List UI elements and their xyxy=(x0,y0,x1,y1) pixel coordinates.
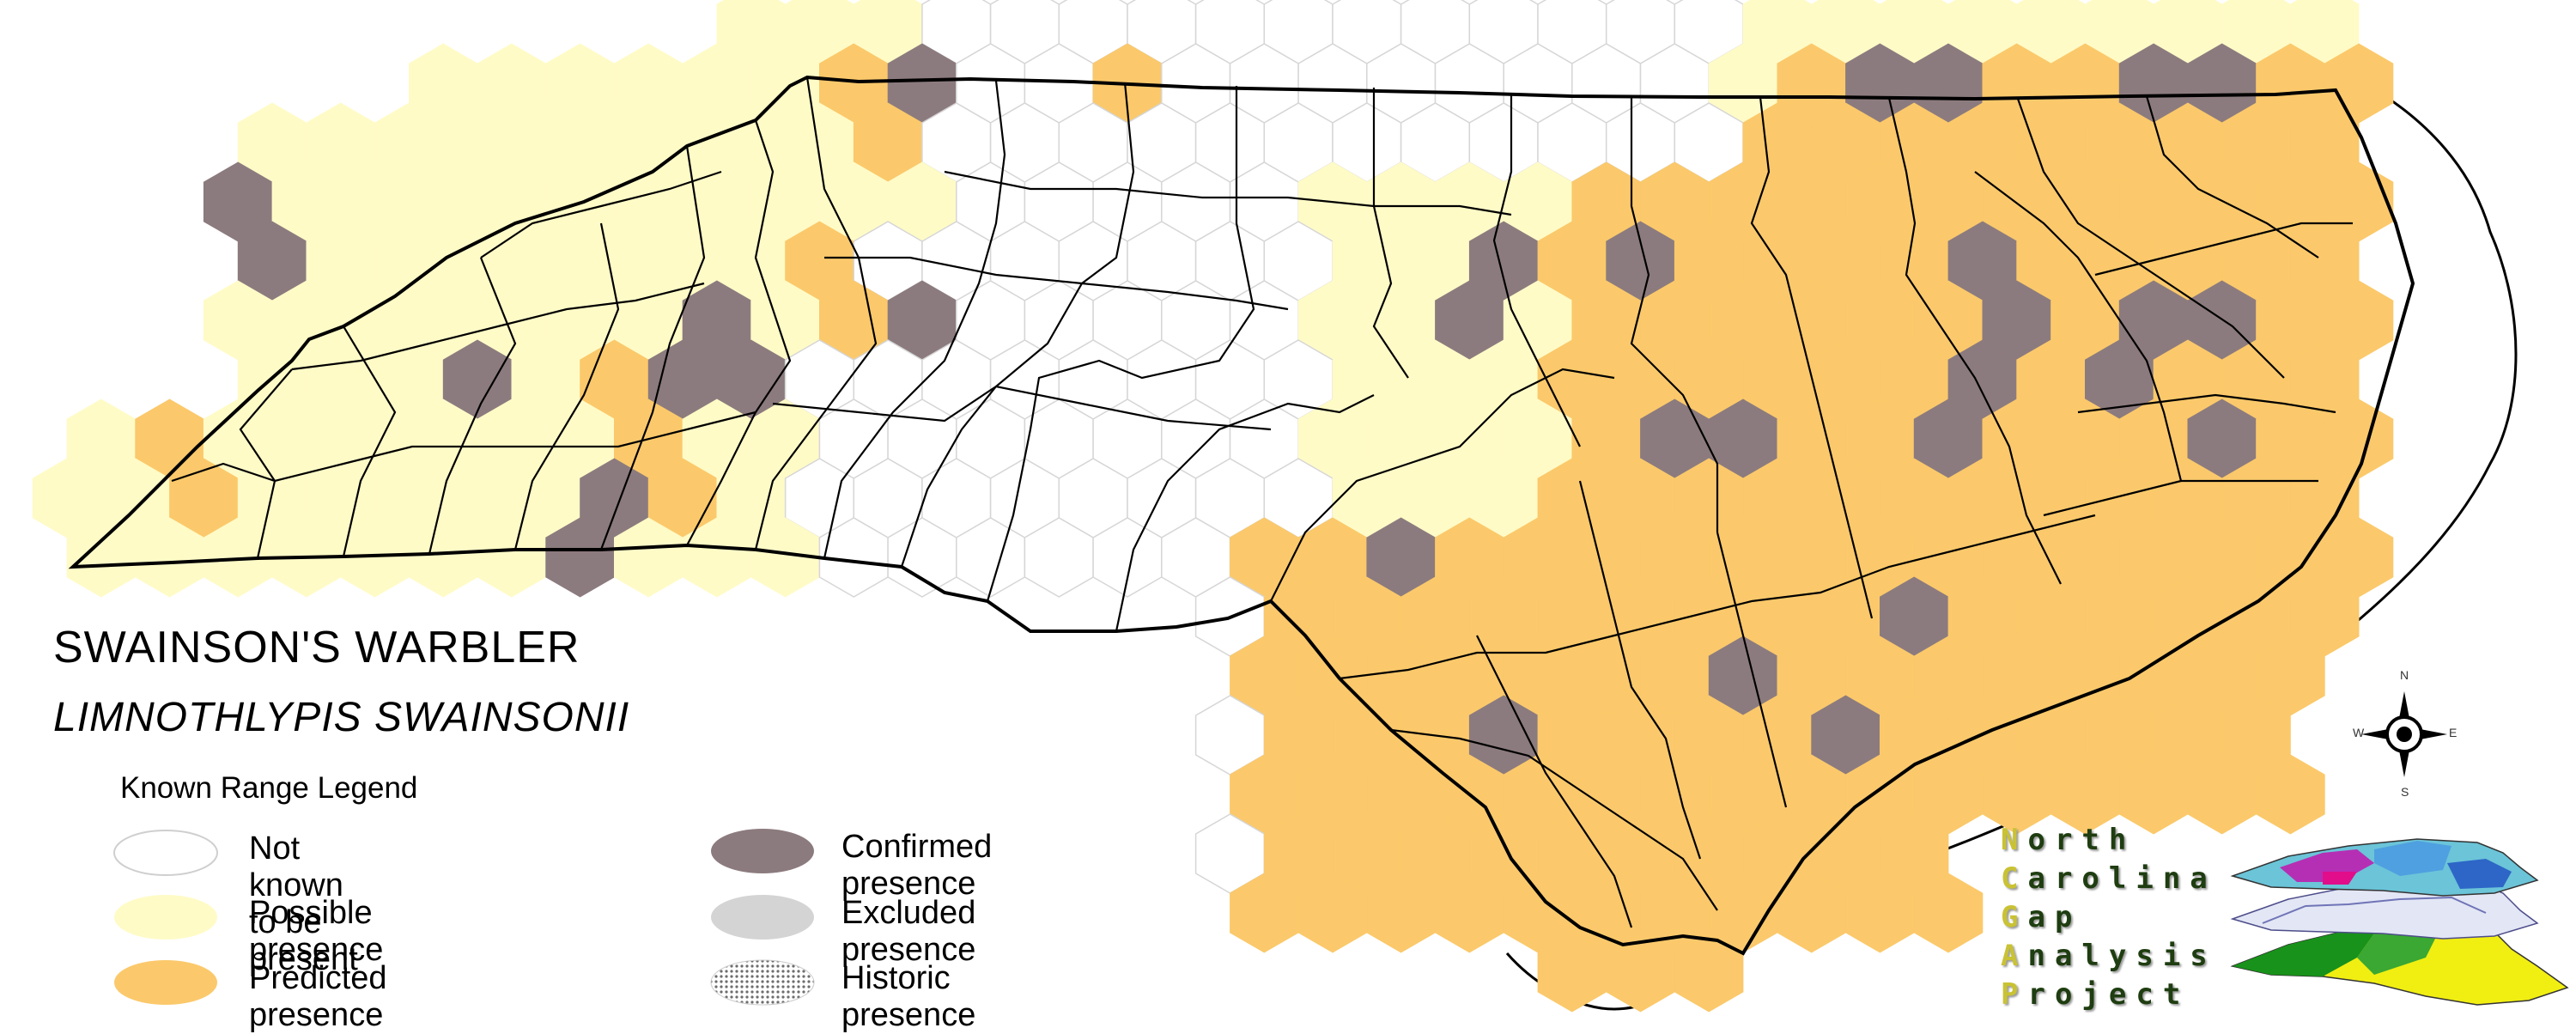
county-boundary xyxy=(1492,93,1581,447)
county-boundary xyxy=(480,170,722,258)
county-boundary xyxy=(2043,479,2318,517)
hex-cell-predicted xyxy=(2256,754,2325,835)
county-boundary xyxy=(1270,368,1615,602)
hex-grid xyxy=(32,0,2394,1013)
county-boundary xyxy=(1339,514,2096,680)
county-boundary xyxy=(1750,96,1874,619)
legend-label: Excluded presence xyxy=(841,895,976,968)
legend-swatch-predicted xyxy=(114,960,217,1005)
legend-swatch-possible xyxy=(114,895,217,940)
compass-n: N xyxy=(2400,668,2409,682)
county-boundary xyxy=(1372,88,1409,379)
legend-swatch-excluded xyxy=(711,895,814,940)
hex-cell-predicted xyxy=(1913,873,1984,953)
county-boundary xyxy=(1974,171,2183,482)
county-boundary xyxy=(2077,393,2336,414)
county-boundary xyxy=(823,80,1006,559)
legend-label: Not known to be present xyxy=(249,830,358,977)
legend-label: Predicted presence xyxy=(249,960,387,1033)
county-boundary xyxy=(2145,95,2319,258)
legend-label: Confirmed presence xyxy=(841,829,993,902)
logo-word: Gap xyxy=(2001,900,2082,934)
legend-swatch-confirmed xyxy=(711,829,814,873)
county-boundary xyxy=(1887,97,2062,585)
state-outline xyxy=(68,75,2415,956)
county-boundary xyxy=(1578,480,1702,860)
logo-word: Carolina xyxy=(2001,861,2217,896)
county-boundary xyxy=(1390,728,1718,911)
county-boundary xyxy=(1716,532,1788,808)
county-boundary xyxy=(900,82,1135,568)
county-boundary xyxy=(1630,96,1719,532)
legend-swatch-historic xyxy=(710,959,815,1006)
legend-swatch-not-known xyxy=(113,830,218,876)
county-boundary xyxy=(2094,222,2353,277)
compass-icon xyxy=(2361,691,2447,777)
compass-w: W xyxy=(2353,726,2365,739)
county-boundary xyxy=(824,256,1289,311)
compass-rose: N S W E xyxy=(2353,666,2458,803)
county-boundary xyxy=(428,257,517,555)
county-boundary xyxy=(1476,635,1633,928)
compass-s: S xyxy=(2401,785,2409,799)
legend-label: Historic presence xyxy=(841,960,976,1033)
layered-state-maps-icon xyxy=(2230,838,2569,1006)
county-boundary xyxy=(2016,98,2285,379)
species-common-name: SWAINSON'S WARBLER xyxy=(53,623,580,672)
county-boundary xyxy=(986,86,1255,602)
hex-cell-predicted xyxy=(1674,932,1744,1013)
compass-e: E xyxy=(2449,726,2458,739)
county-boundary xyxy=(944,170,1512,216)
county-boundary xyxy=(686,119,792,546)
county-boundary xyxy=(291,282,705,371)
county-boundary xyxy=(239,368,293,559)
legend-title: Known Range Legend xyxy=(120,771,418,805)
logo-word: North xyxy=(2001,823,2136,857)
county-boundary xyxy=(1115,394,1375,632)
county-boundary xyxy=(599,145,706,550)
legend-label: Possible presence xyxy=(249,895,384,968)
county-lines xyxy=(171,76,2353,928)
county-boundary xyxy=(513,222,620,550)
county-boundary xyxy=(342,325,397,557)
logo-word: Analysis xyxy=(2001,939,2217,973)
county-boundary xyxy=(772,385,1272,431)
county-boundary xyxy=(171,411,756,483)
species-scientific-name: LIMNOTHLYPIS SWAINSONII xyxy=(53,695,630,740)
county-boundary xyxy=(754,76,878,550)
logo-word: Project xyxy=(2001,977,2190,1012)
